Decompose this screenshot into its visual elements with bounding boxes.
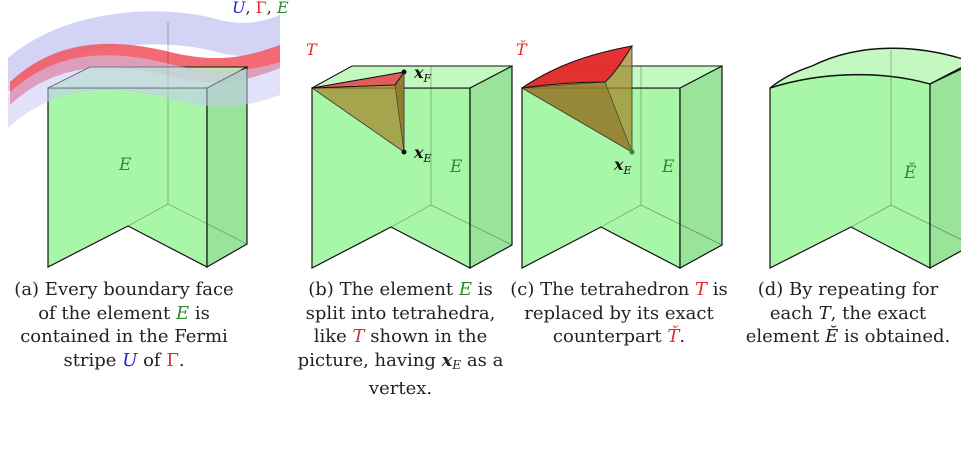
caption-b-E: E — [458, 279, 473, 300]
element-Ebreve-label: Ĕ — [903, 162, 917, 183]
caption-b-text-1: The element — [333, 279, 459, 300]
panel-d-figure: Ĕ — [769, 47, 961, 270]
element-Ebreve-notch — [850, 50, 961, 240]
panel-a-figure: E — [8, 11, 280, 269]
legend-Gamma: Γ — [256, 0, 267, 17]
tetra-Tcheck-curved-face — [521, 45, 634, 89]
xE-sub-b: E — [423, 152, 432, 165]
element-E-label-b: E — [449, 157, 463, 177]
caption-d-text-3: is obtained. — [838, 326, 951, 347]
legend-sep-2: , — [267, 0, 277, 17]
vertex-xE-b — [401, 149, 407, 155]
xE-base-c: x — [613, 155, 624, 174]
caption-d-tag: (d) — [757, 279, 784, 300]
caption-b-x: x — [441, 349, 453, 371]
figure-canvas: E U, Γ, E T xF xE E Ť — [8, 0, 961, 270]
caption-d-text-2: , the exact element — [745, 302, 927, 348]
tetra-T-top-face — [311, 71, 406, 89]
caption-d: (d) By repeating for each T, the exact e… — [745, 278, 951, 349]
caption-b-text-3: shown in the picture, having — [297, 326, 488, 371]
element-Ebreve-side — [929, 68, 961, 270]
panel-c-figure: Ť xE E — [516, 39, 723, 270]
T-label-b: T — [306, 40, 318, 59]
element-E-label-a: E — [118, 155, 132, 175]
xE-sub-c: E — [623, 164, 632, 177]
caption-a-text-1: Every boundary face of the element — [38, 279, 234, 324]
element-E-notch-b — [390, 66, 513, 246]
Tcheck-label-c: Ť — [516, 39, 528, 59]
caption-b-text-4: as a vertex. — [368, 349, 504, 400]
caption-d-text-1: By repeating for each — [769, 279, 939, 324]
caption-b-T: T — [352, 326, 365, 347]
caption-b-text-2: is split into tetrahedra, like — [305, 279, 496, 347]
caption-c-tag: (c) — [510, 279, 535, 300]
caption-b-x-sub: E — [452, 357, 462, 372]
legend-U: U — [232, 0, 246, 17]
caption-c-text-1: The tetrahedron — [534, 279, 696, 300]
xF-sub: F — [423, 72, 432, 85]
xE-label-b: xE — [413, 143, 432, 165]
caption-c: (c) The tetrahedron T is replaced by its… — [510, 278, 728, 349]
vertex-xF — [401, 69, 407, 75]
caption-a-Gamma: Γ — [166, 349, 179, 371]
caption-c-text-3: . — [679, 326, 686, 347]
caption-a-text-3: of — [137, 349, 167, 371]
caption-b-tag: (b) — [308, 279, 334, 300]
caption-a-E: E — [175, 302, 190, 324]
caption-a-text-4: . — [178, 349, 185, 371]
element-E-notch-c — [600, 66, 723, 246]
caption-a-U: U — [122, 349, 138, 371]
legend-sep-1: , — [245, 0, 255, 17]
vertex-xE-c — [629, 149, 635, 155]
caption-d-Ebreve: Ĕ — [825, 326, 839, 347]
legend-U-Gamma-E: U, Γ, E — [232, 0, 289, 17]
element-E-side-c — [679, 65, 723, 270]
element-E-notch — [127, 22, 248, 245]
legend-E: E — [276, 0, 289, 17]
panel-b-figure: T xF xE E — [306, 40, 513, 270]
caption-b: (b) The element E is split into tetrahed… — [288, 278, 513, 401]
tetra-Tcheck-inner — [521, 81, 633, 153]
caption-d-T: T — [818, 302, 831, 324]
xE-base-b: x — [413, 143, 424, 162]
element-E-front — [47, 87, 208, 268]
element-E-side-b — [469, 65, 513, 270]
xF-label: xF — [413, 63, 432, 85]
xF-base: x — [413, 63, 424, 82]
fermi-stripe-front — [8, 55, 280, 128]
caption-c-T: T — [695, 279, 708, 300]
caption-a: (a) Every boundary face of the element E… — [6, 278, 242, 372]
fermi-stripe-back — [8, 11, 280, 92]
caption-a-tag: (a) — [14, 279, 40, 300]
element-E-label-c: E — [661, 157, 675, 177]
caption-a-text-2: is contained in the Fermi stripe — [20, 302, 228, 371]
xE-label-c: xE — [613, 155, 632, 177]
caption-c-Tcheck: Ť — [667, 326, 680, 347]
element-Ebreve-top — [769, 47, 961, 89]
caption-c-text-2: is replaced by its exact counterpart — [524, 279, 728, 347]
